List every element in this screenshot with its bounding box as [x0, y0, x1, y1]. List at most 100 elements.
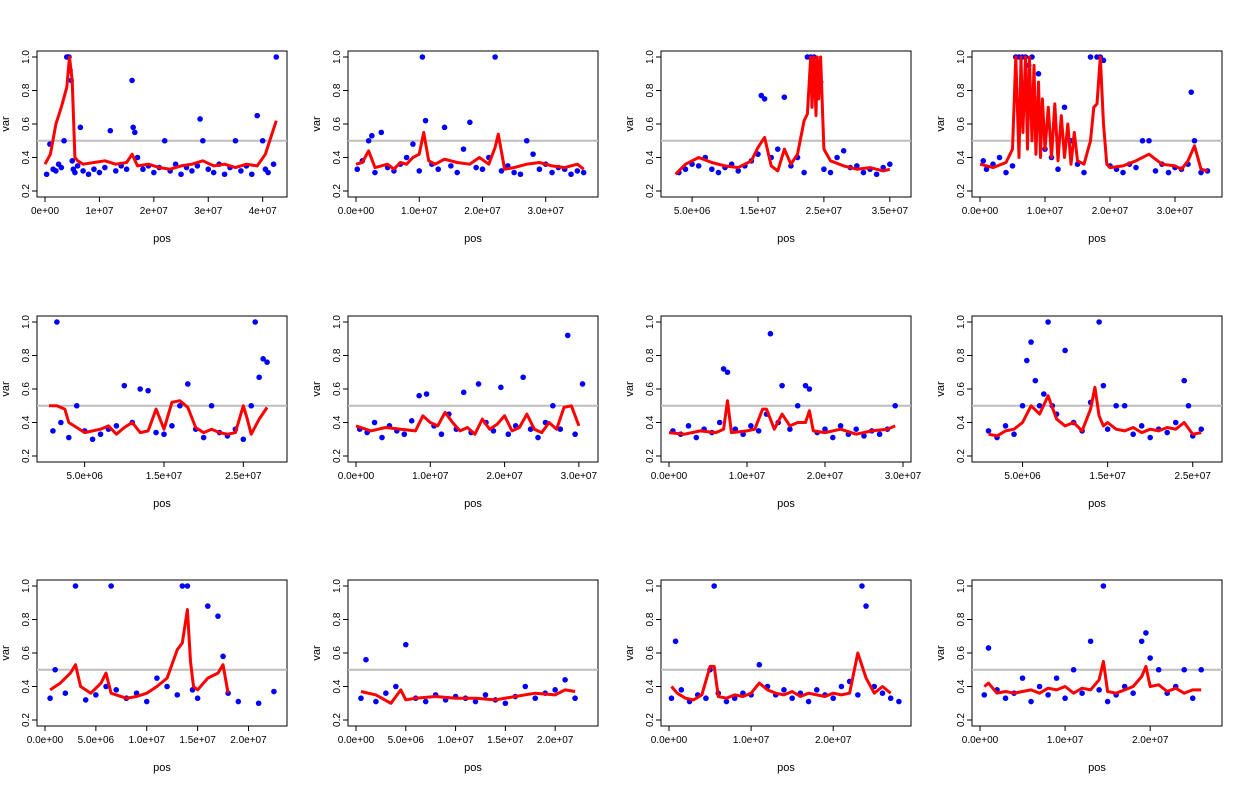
data-point [996, 154, 1003, 161]
data-point [1152, 168, 1159, 174]
data-point [113, 687, 120, 693]
x-tick-label: 3.0e+07 [1157, 206, 1194, 217]
data-point [830, 695, 837, 702]
smooth-line [979, 55, 1208, 173]
data-point [1138, 638, 1145, 645]
x-tick-label: 2.0e+07 [807, 471, 844, 482]
y-tick-label: 0.4 [956, 679, 967, 693]
data-point [80, 168, 86, 174]
x-tick-label: 5.0e+06 [1004, 471, 1041, 482]
panel: 0.2 0.4 0.6 0.8 1.0 0.0e+00 1.0e+07 2.0e+07 pos v… [935, 579, 1223, 774]
data-point [821, 166, 827, 173]
data-point [194, 695, 201, 702]
data-point [1189, 695, 1196, 702]
data-point [748, 423, 754, 429]
data-point [369, 132, 375, 139]
data-point [221, 171, 228, 178]
data-point [1138, 423, 1145, 429]
y-axis-label: var [624, 116, 636, 132]
data-point [379, 434, 385, 441]
data-point [482, 692, 489, 698]
y-tick-label: 0.2 [21, 449, 32, 463]
data-point [1172, 419, 1179, 426]
data-point [1070, 666, 1077, 673]
data-point [189, 168, 195, 174]
data-point [204, 603, 211, 609]
data-point [580, 169, 587, 176]
data-point [723, 698, 730, 705]
data-point [53, 168, 59, 174]
data-point [1053, 675, 1060, 681]
y-axis-label: var [935, 381, 947, 397]
y-tick-label: 0.2 [956, 449, 967, 463]
x-tick-label: 2.0e+07 [464, 206, 501, 217]
x-axis-label: pos [153, 233, 171, 245]
y-tick-label: 0.2 [332, 713, 343, 727]
data-point [254, 112, 261, 119]
data-point [520, 374, 526, 381]
data-point [517, 171, 524, 178]
data-point [861, 433, 867, 439]
data-point [1087, 54, 1094, 60]
data-point [371, 419, 378, 426]
y-tick-label: 0.6 [956, 646, 967, 660]
data-point [265, 169, 271, 176]
data-point [460, 389, 467, 396]
y-tick-label: 0.2 [645, 449, 656, 463]
x-axis-label: pos [1088, 762, 1106, 774]
y-tick-label: 0.8 [645, 612, 656, 626]
smooth-line [983, 659, 1202, 695]
y-tick-label: 1.0 [21, 315, 32, 329]
data-point [1079, 690, 1085, 696]
data-point [402, 641, 409, 648]
panel: 0.2 0.4 0.6 0.8 1.0 5.0e+06 1.5e+07 2.5e+07 pos v… [935, 315, 1223, 510]
data-point [535, 434, 541, 441]
data-point [1113, 402, 1119, 409]
data-point [860, 169, 867, 176]
data-point [837, 423, 844, 429]
data-point [62, 690, 69, 696]
data-point [270, 161, 277, 167]
data-point [1130, 431, 1136, 438]
x-tick-label: 1.5e+07 [146, 471, 183, 482]
panel: 0.2 0.4 0.6 0.8 1.0 0.0e+00 1.0e+07 2.0e+07 pos v… [624, 579, 912, 774]
data-point [52, 666, 58, 673]
x-tick-label: 5.0e+06 [388, 735, 425, 746]
data-point [240, 436, 247, 443]
data-point [794, 402, 801, 409]
data-point [61, 137, 67, 144]
x-axis-label: pos [1088, 233, 1106, 245]
data-point [271, 688, 277, 695]
smooth-line [674, 55, 891, 176]
data-point [1002, 423, 1009, 429]
data-point [855, 692, 861, 698]
data-point [1062, 695, 1068, 702]
panel: 0.2 0.4 0.6 0.8 1.0 0e+00 1e+07 2e+07 3e+07 4e+07… [0, 50, 288, 245]
data-point [774, 146, 781, 152]
data-point [1045, 319, 1051, 325]
x-tick-label: 0.0e+00 [651, 471, 688, 482]
data-point [256, 374, 262, 381]
y-tick-label: 0.8 [332, 348, 343, 362]
y-axis-label: var [311, 381, 323, 397]
x-tick-label: 2e+07 [140, 206, 169, 217]
data-point [1181, 666, 1188, 673]
plot-frame [971, 579, 1223, 727]
data-point [441, 124, 448, 131]
x-tick-label: 1.0e+07 [1027, 206, 1064, 217]
data-point [980, 158, 987, 164]
data-point [550, 402, 556, 409]
x-tick-label: 2.0e+07 [230, 735, 267, 746]
smooth-line [43, 55, 278, 171]
data-point [143, 698, 150, 705]
data-point [423, 391, 430, 397]
data-point [215, 613, 221, 619]
data-point [781, 94, 788, 100]
data-point [179, 583, 186, 589]
x-tick-label: 1.5e+07 [1089, 471, 1126, 482]
data-point [787, 426, 793, 433]
panel: 0.2 0.4 0.6 0.8 1.0 0.0e+00 1.0e+07 2.0e+07 3.0e… [311, 50, 599, 245]
data-point [54, 319, 60, 325]
y-axis-label: var [0, 645, 12, 661]
data-point [678, 687, 685, 693]
